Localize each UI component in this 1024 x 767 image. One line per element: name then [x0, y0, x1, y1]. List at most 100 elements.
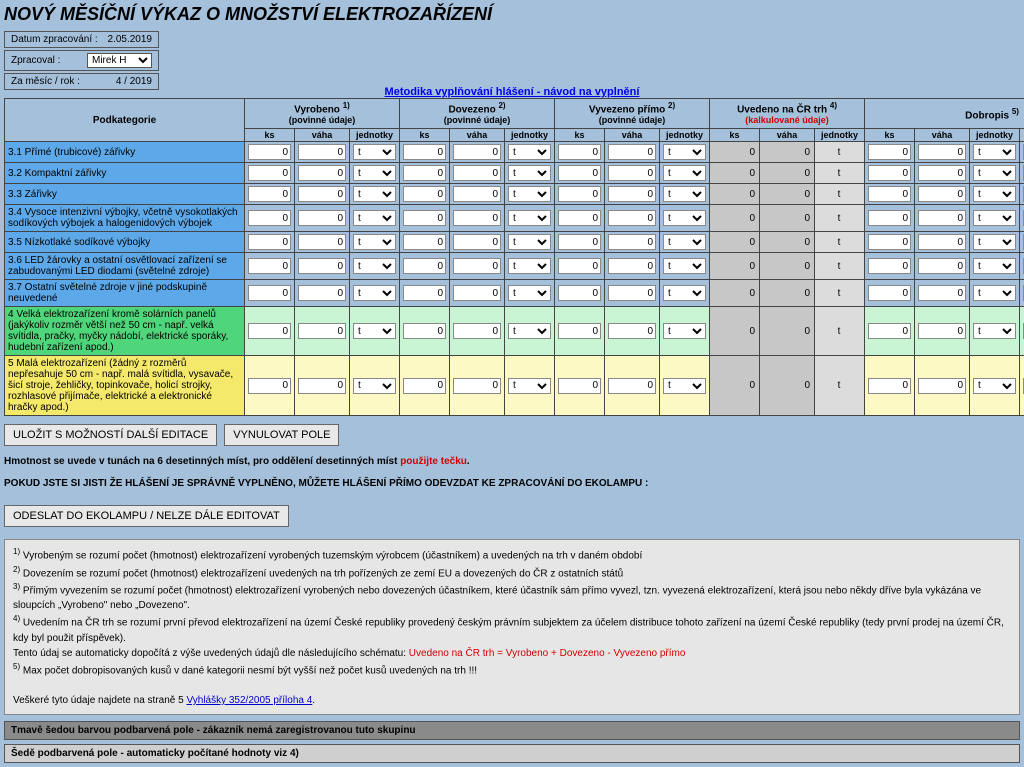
unit-select[interactable]: t: [353, 323, 396, 339]
ks-input[interactable]: [558, 144, 601, 160]
vaha-input[interactable]: [918, 186, 966, 202]
decree-link[interactable]: Vyhlášky 352/2005 příloha 4: [186, 695, 312, 706]
vaha-input[interactable]: [918, 285, 966, 301]
vaha-input[interactable]: [453, 258, 501, 274]
unit-select[interactable]: t: [973, 210, 1016, 226]
unit-select[interactable]: t: [973, 144, 1016, 160]
vaha-input[interactable]: [608, 258, 656, 274]
unit-select[interactable]: t: [508, 323, 551, 339]
vaha-input[interactable]: [918, 210, 966, 226]
unit-select[interactable]: t: [508, 144, 551, 160]
unit-select[interactable]: t: [353, 234, 396, 250]
unit-select[interactable]: t: [353, 210, 396, 226]
vaha-input[interactable]: [918, 378, 966, 394]
unit-select[interactable]: t: [663, 234, 706, 250]
vaha-input[interactable]: [608, 323, 656, 339]
ks-input[interactable]: [868, 165, 911, 181]
reset-button[interactable]: VYNULOVAT POLE: [224, 424, 339, 446]
unit-select[interactable]: t: [508, 165, 551, 181]
unit-select[interactable]: t: [973, 258, 1016, 274]
vaha-input[interactable]: [298, 210, 346, 226]
vaha-input[interactable]: [608, 234, 656, 250]
vaha-input[interactable]: [918, 234, 966, 250]
ks-input[interactable]: [248, 323, 291, 339]
ks-input[interactable]: [403, 258, 446, 274]
vaha-input[interactable]: [453, 144, 501, 160]
vaha-input[interactable]: [298, 144, 346, 160]
unit-select[interactable]: t: [508, 234, 551, 250]
unit-select[interactable]: t: [973, 234, 1016, 250]
unit-select[interactable]: t: [353, 144, 396, 160]
vaha-input[interactable]: [453, 234, 501, 250]
unit-select[interactable]: t: [973, 323, 1016, 339]
unit-select[interactable]: t: [353, 186, 396, 202]
ks-input[interactable]: [558, 323, 601, 339]
ks-input[interactable]: [403, 144, 446, 160]
ks-input[interactable]: [248, 258, 291, 274]
ks-input[interactable]: [403, 210, 446, 226]
unit-select[interactable]: t: [508, 258, 551, 274]
ks-input[interactable]: [248, 210, 291, 226]
unit-select[interactable]: t: [663, 258, 706, 274]
ks-input[interactable]: [868, 285, 911, 301]
ks-input[interactable]: [868, 258, 911, 274]
vaha-input[interactable]: [453, 323, 501, 339]
unit-select[interactable]: t: [508, 378, 551, 394]
vaha-input[interactable]: [918, 144, 966, 160]
vaha-input[interactable]: [608, 210, 656, 226]
unit-select[interactable]: t: [508, 210, 551, 226]
unit-select[interactable]: t: [353, 165, 396, 181]
unit-select[interactable]: t: [663, 165, 706, 181]
vaha-input[interactable]: [608, 378, 656, 394]
ks-input[interactable]: [868, 378, 911, 394]
ks-input[interactable]: [403, 186, 446, 202]
unit-select[interactable]: t: [973, 186, 1016, 202]
vaha-input[interactable]: [608, 285, 656, 301]
vaha-input[interactable]: [453, 165, 501, 181]
ks-input[interactable]: [248, 378, 291, 394]
ks-input[interactable]: [403, 285, 446, 301]
ks-input[interactable]: [248, 165, 291, 181]
ks-input[interactable]: [248, 234, 291, 250]
save-button[interactable]: ULOŽIT S MOŽNOSTÍ DALŠÍ EDITACE: [4, 424, 217, 446]
ks-input[interactable]: [403, 234, 446, 250]
ks-input[interactable]: [403, 378, 446, 394]
vaha-input[interactable]: [608, 186, 656, 202]
unit-select[interactable]: t: [973, 285, 1016, 301]
unit-select[interactable]: t: [663, 186, 706, 202]
methodology-link[interactable]: Metodika vyplňování hlášení - návod na v…: [385, 86, 640, 98]
unit-select[interactable]: t: [353, 285, 396, 301]
vaha-input[interactable]: [298, 258, 346, 274]
vaha-input[interactable]: [298, 186, 346, 202]
ks-input[interactable]: [403, 323, 446, 339]
unit-select[interactable]: t: [663, 144, 706, 160]
vaha-input[interactable]: [608, 144, 656, 160]
ks-input[interactable]: [558, 210, 601, 226]
vaha-input[interactable]: [608, 165, 656, 181]
vaha-input[interactable]: [918, 258, 966, 274]
vaha-input[interactable]: [453, 210, 501, 226]
unit-select[interactable]: t: [353, 258, 396, 274]
unit-select[interactable]: t: [663, 210, 706, 226]
unit-select[interactable]: t: [663, 285, 706, 301]
unit-select[interactable]: t: [973, 378, 1016, 394]
ks-input[interactable]: [403, 165, 446, 181]
ks-input[interactable]: [558, 378, 601, 394]
ks-input[interactable]: [558, 165, 601, 181]
ks-input[interactable]: [248, 186, 291, 202]
unit-select[interactable]: t: [663, 323, 706, 339]
vaha-input[interactable]: [453, 186, 501, 202]
unit-select[interactable]: t: [353, 378, 396, 394]
ks-input[interactable]: [868, 210, 911, 226]
vaha-input[interactable]: [298, 378, 346, 394]
vaha-input[interactable]: [918, 165, 966, 181]
vaha-input[interactable]: [453, 378, 501, 394]
ks-input[interactable]: [558, 285, 601, 301]
vaha-input[interactable]: [453, 285, 501, 301]
vaha-input[interactable]: [298, 165, 346, 181]
ks-input[interactable]: [248, 285, 291, 301]
unit-select[interactable]: t: [663, 378, 706, 394]
ks-input[interactable]: [248, 144, 291, 160]
unit-select[interactable]: t: [508, 285, 551, 301]
unit-select[interactable]: t: [973, 165, 1016, 181]
